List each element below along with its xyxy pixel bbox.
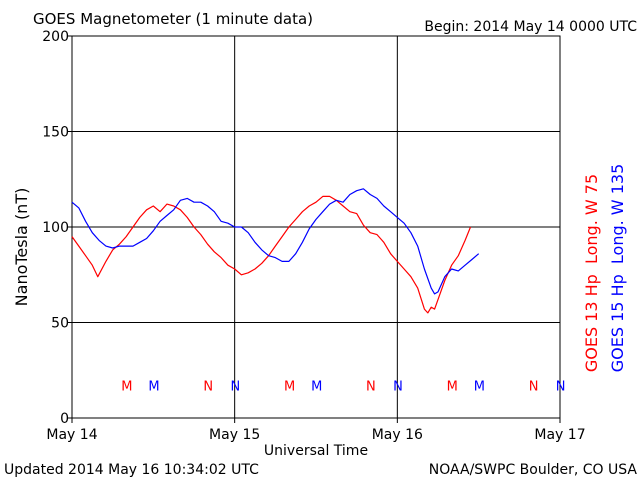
event-marker-n: N — [366, 380, 376, 395]
y-axis-label: NanoTesla (nT) — [12, 188, 31, 307]
y-tick-label: 200 — [42, 29, 69, 45]
credit-label: NOAA/SWPC Boulder, CO USA — [429, 462, 638, 478]
x-axis-label: Universal Time — [264, 443, 368, 459]
x-tick-label: May 17 — [534, 427, 585, 443]
event-marker-m: M — [284, 380, 295, 395]
y-tick-label: 0 — [60, 411, 69, 427]
legend-goes13: GOES 13 Hp Long. W 75 — [582, 174, 601, 372]
updated-timestamp: Updated 2014 May 16 10:34:02 UTC — [4, 462, 259, 478]
event-marker-n: N — [393, 380, 403, 395]
series-goes13-line — [71, 195, 472, 314]
x-axis-ticks: May 14 May 15 May 16 May 17 — [46, 418, 586, 443]
x-tick-label: May 14 — [46, 427, 97, 443]
y-tick-label: 100 — [42, 220, 69, 236]
y-tick-label: 50 — [51, 316, 69, 332]
y-axis-ticks: 0 50 100 150 200 — [42, 29, 72, 427]
event-marker-m: M — [148, 380, 159, 395]
x-tick-label: May 15 — [209, 427, 260, 443]
series-lines — [71, 188, 480, 314]
begin-label: Begin: 2014 May 14 0000 UTC — [424, 19, 637, 35]
chart-title: GOES Magnetometer (1 minute data) — [33, 10, 313, 28]
event-marker-n: N — [203, 380, 213, 395]
event-marker-n: N — [230, 380, 240, 395]
series-goes15-line — [71, 188, 480, 295]
event-marker-m: M — [311, 380, 322, 395]
event-marker-n: N — [556, 380, 566, 395]
event-marker-n: N — [529, 380, 539, 395]
y-tick-label: 150 — [42, 125, 69, 141]
event-marker-m: M — [121, 380, 132, 395]
grid-lines — [72, 36, 560, 418]
legend-goes15: GOES 15 Hp Long. W 135 — [608, 164, 627, 372]
event-marker-m: M — [447, 380, 458, 395]
event-marker-m: M — [474, 380, 485, 395]
x-tick-label: May 16 — [372, 427, 423, 443]
